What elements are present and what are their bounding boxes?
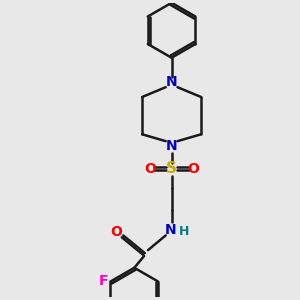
- Text: H: H: [179, 225, 190, 238]
- Text: N: N: [166, 75, 177, 89]
- Text: N: N: [166, 139, 177, 153]
- Text: F: F: [99, 274, 108, 287]
- Text: O: O: [187, 162, 199, 176]
- Text: S: S: [166, 161, 177, 176]
- Text: O: O: [144, 162, 156, 176]
- Text: O: O: [111, 225, 123, 239]
- Text: N: N: [165, 223, 176, 236]
